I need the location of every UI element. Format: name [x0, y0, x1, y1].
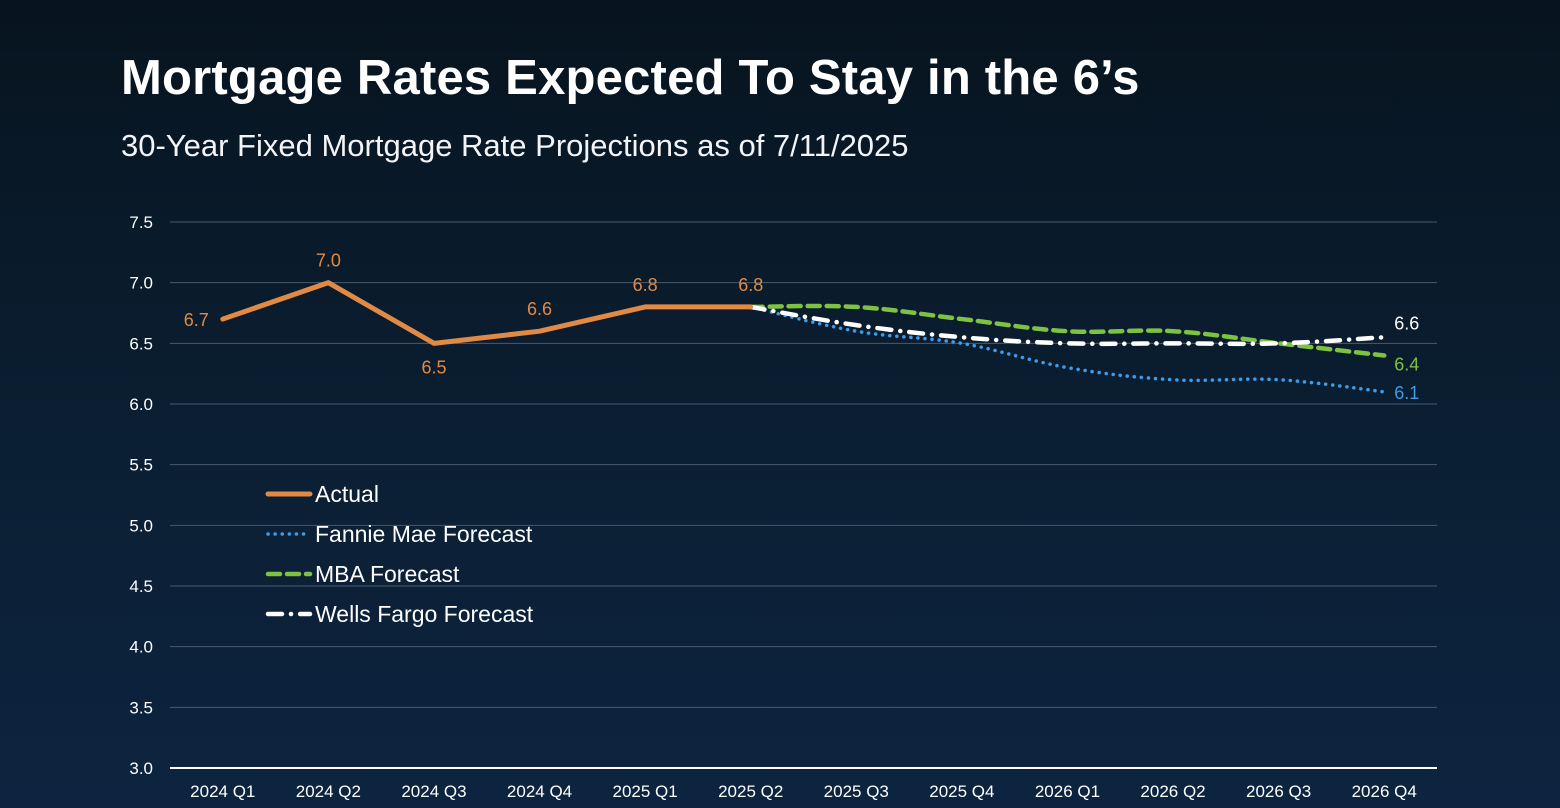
data-labels: 6.7 7.0 6.5 6.6 6.8 6.8 6.1 6.4 6.6 — [184, 251, 1419, 403]
series-line-wells-fargo-forecast — [748, 304, 1387, 347]
chart-title: Mortgage Rates Expected To Stay in the 6… — [121, 51, 1140, 105]
x-axis-ticks: 2024 Q1 2024 Q2 2024 Q3 2024 Q4 2025 Q1 2025 … — [190, 782, 1417, 801]
x-tick-label: 2026 Q4 — [1352, 782, 1417, 801]
legend-item: Actual — [265, 481, 379, 507]
gridlines — [170, 221, 1437, 769]
legend: Actual Fannie Mae Forecast MBA Forecast Wel… — [265, 481, 534, 627]
y-tick-label: 4.5 — [129, 577, 153, 596]
legend-item: Fannie Mae Forecast — [266, 521, 533, 547]
x-tick-label: 2025 Q3 — [824, 782, 889, 801]
x-tick-label: 2024 Q2 — [296, 782, 361, 801]
y-tick-label: 3.0 — [129, 759, 153, 778]
x-tick-label: 2025 Q2 — [718, 782, 783, 801]
legend-label: Fannie Mae Forecast — [315, 521, 533, 547]
x-tick-label: 2026 Q2 — [1140, 782, 1205, 801]
data-label: 7.0 — [316, 251, 341, 271]
series-line-actual — [220, 280, 754, 346]
y-tick-label: 5.0 — [129, 516, 153, 535]
legend-label: Actual — [315, 481, 379, 507]
y-tick-label: 6.5 — [129, 334, 153, 353]
legend-item: MBA Forecast — [265, 561, 460, 587]
legend-label: Wells Fargo Forecast — [315, 601, 534, 627]
series-line-fannie-mae-forecast — [748, 305, 1386, 394]
end-label: 6.4 — [1394, 354, 1419, 374]
series-line-mba-forecast — [748, 303, 1387, 358]
end-label: 6.6 — [1394, 313, 1419, 333]
x-tick-label: 2025 Q4 — [929, 782, 994, 801]
x-tick-label: 2026 Q3 — [1246, 782, 1311, 801]
y-tick-label: 3.5 — [129, 698, 153, 717]
x-tick-label: 2024 Q3 — [401, 782, 466, 801]
x-tick-label: 2026 Q1 — [1035, 782, 1100, 801]
chart-subtitle: 30-Year Fixed Mortgage Rate Projections … — [121, 128, 909, 163]
legend-item: Wells Fargo Forecast — [265, 601, 534, 627]
legend-label: MBA Forecast — [315, 561, 460, 587]
data-label: 6.8 — [633, 275, 658, 295]
data-label: 6.6 — [527, 299, 552, 319]
y-axis-ticks: 3.0 3.5 4.0 4.5 5.0 5.5 6.0 6.5 7.0 7.5 — [129, 213, 153, 778]
data-label: 6.5 — [421, 357, 446, 377]
y-tick-label: 4.0 — [129, 638, 153, 657]
x-tick-label: 2024 Q4 — [507, 782, 572, 801]
x-tick-label: 2025 Q1 — [613, 782, 678, 801]
end-label: 6.1 — [1394, 383, 1419, 403]
y-tick-label: 7.5 — [129, 213, 153, 232]
y-tick-label: 6.0 — [129, 395, 153, 414]
series-lines — [220, 280, 1387, 394]
y-tick-label: 5.5 — [129, 456, 153, 475]
x-tick-label: 2024 Q1 — [190, 782, 255, 801]
y-tick-label: 7.0 — [129, 274, 153, 293]
data-label: 6.8 — [738, 275, 763, 295]
data-label: 6.7 — [184, 310, 209, 330]
